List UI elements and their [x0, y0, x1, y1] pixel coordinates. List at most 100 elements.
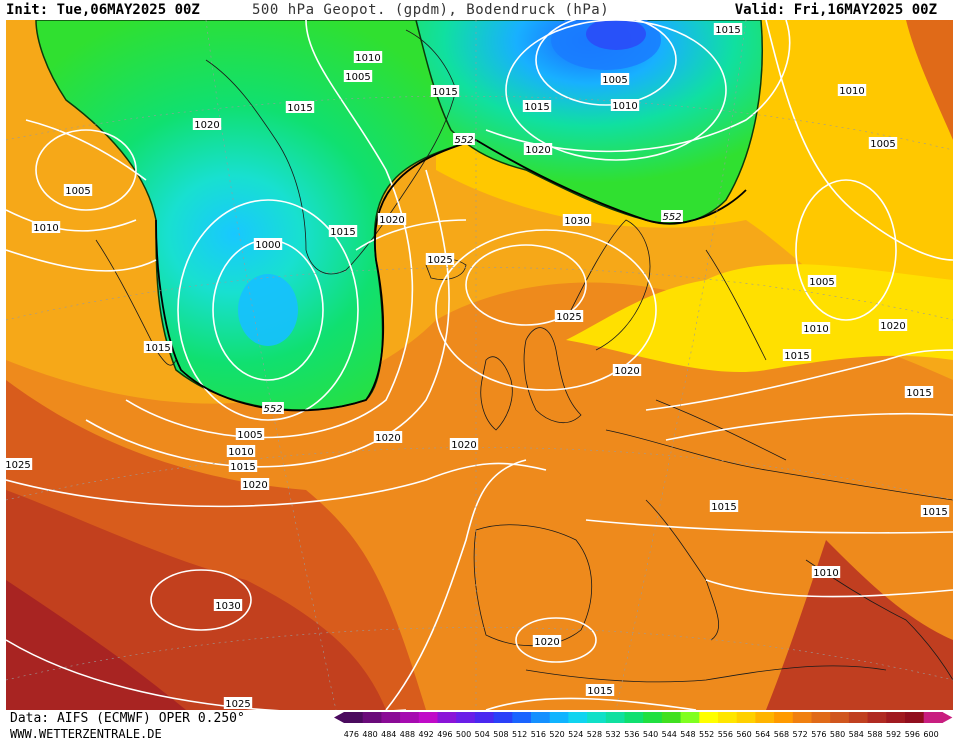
colorbar-tick-label: 548 [680, 730, 695, 739]
low-core-north-inner [586, 20, 646, 50]
colorbar-segment [848, 712, 868, 723]
contour-label-box [782, 349, 812, 361]
contour-label-box [377, 213, 407, 225]
contour-label: 1010 [610, 99, 640, 112]
contour-label-box [373, 431, 403, 443]
colorbar-tick-label: 516 [531, 730, 546, 739]
contour-label-text: 1005 [602, 75, 627, 86]
contour-label: 552 [661, 210, 683, 223]
colorbar-tick-label: 508 [493, 730, 508, 739]
contour-label: 1015 [713, 23, 743, 36]
contour-label-box [453, 133, 475, 145]
contour-label-box [240, 478, 270, 490]
latlon-grid [6, 20, 953, 710]
contour-label: 1025 [425, 253, 455, 266]
contour-label-text: 1020 [525, 145, 550, 156]
contour-label-text: 1015 [287, 103, 312, 114]
colorbar-tick-label: 564 [755, 730, 770, 739]
colorbar-segment [512, 712, 532, 723]
colorbar-arrow-right [942, 712, 953, 723]
contour-label: 1010 [353, 51, 383, 64]
field-dark-red [6, 580, 186, 710]
contour-label: 1010 [801, 322, 831, 335]
contour-label: 1025 [6, 458, 33, 471]
colorbar-segment [830, 712, 850, 723]
contour-label-text: 1025 [6, 460, 31, 471]
contour-label-box [807, 275, 837, 287]
contour-label-box [343, 70, 373, 82]
color-scale: 476 480 484 488 492 496 500 504 508 512 516 520 524 5… [334, 712, 953, 739]
low-core-west [238, 274, 298, 346]
header-bar: Init: Tue,06MAY2025 00Z 500 hPa Geopot. … [0, 0, 959, 20]
map-canvas: 1010 1005 1015 1020 1015 552 1015 1020 1005 1010 1… [6, 20, 953, 710]
field-ne-orange [906, 20, 953, 140]
colorbar-segment [624, 712, 644, 723]
contour-label-text: 1015 [330, 227, 355, 238]
colorbar-tick-label: 532 [606, 730, 621, 739]
contour-label-box [6, 458, 33, 470]
contour-label-box [353, 51, 383, 63]
contour-label: 1005 [63, 184, 93, 197]
contour-label-text: 1010 [612, 101, 637, 112]
contour-label-text: 1005 [809, 277, 834, 288]
contour-label: 1010 [226, 445, 256, 458]
contour-label-text: 1025 [427, 255, 452, 266]
contour-label-box [425, 253, 455, 265]
contour-label-box [228, 460, 258, 472]
colorbar-segment [456, 712, 476, 723]
colorbar-segment [867, 712, 887, 723]
colorbar-tick-label: 500 [456, 730, 471, 739]
colorbar-tick-label: 492 [419, 730, 434, 739]
colorbar-tick-label: 552 [699, 730, 714, 739]
contour-label-box [868, 137, 898, 149]
colorbar-tick-label: 568 [774, 730, 789, 739]
field-red-east [766, 540, 953, 710]
colorbar-tick-label: 556 [718, 730, 733, 739]
contour-label-text: 1010 [813, 568, 838, 579]
contour-label: 1010 [811, 566, 841, 579]
contour-label-text: 1015 [922, 507, 947, 518]
contour-label-text: 1020 [379, 215, 404, 226]
contour-label-text: 1010 [33, 223, 58, 234]
colorbar-segment [886, 712, 906, 723]
contour-label: 552 [262, 402, 284, 415]
contour-label-box [562, 214, 592, 226]
contour-label-box [143, 341, 173, 353]
colorbar-tick-label: 524 [568, 730, 583, 739]
contour-label: 1015 [585, 684, 615, 697]
north-africa-coast [525, 665, 887, 683]
colorbar-segment [811, 712, 831, 723]
labrador-coast [95, 239, 177, 366]
contour-label-box [878, 319, 908, 331]
colorbar-tick-label: 584 [849, 730, 864, 739]
contour-label-text: 1005 [65, 186, 90, 197]
contour-label-box [713, 23, 743, 35]
contour-label-text: 1030 [215, 601, 240, 612]
contour-label-text: 552 [263, 404, 282, 415]
trough-north [415, 20, 763, 225]
contour-label-text: 1015 [906, 388, 931, 399]
contour-label: 1005 [343, 70, 373, 83]
field-yellow [566, 264, 953, 373]
contour-label: 1020 [240, 478, 270, 491]
contour-label-text: 1015 [784, 351, 809, 362]
contour-label-box [920, 505, 950, 517]
contour-label: 1015 [920, 505, 950, 518]
contour-label: 1015 [522, 100, 552, 113]
contour-label-box [522, 100, 552, 112]
contour-label: 1000 [253, 238, 283, 251]
contour-label-box [612, 364, 642, 376]
contour-label-text: 1020 [242, 480, 267, 491]
contour-label-text: 1020 [194, 120, 219, 131]
contour-label: 1015 [228, 460, 258, 473]
contour-label: 1010 [837, 84, 867, 97]
colorbar-tick-label: 488 [400, 730, 415, 739]
contour-label-text: 1020 [880, 321, 905, 332]
isobars [6, 20, 953, 710]
scandinavia-coast [565, 219, 651, 351]
contour-label-text: 1005 [237, 430, 262, 441]
contour-label-text: 1010 [228, 447, 253, 458]
contour-label-box [285, 101, 315, 113]
colorbar-tick-label: 520 [549, 730, 564, 739]
contour-label: 1020 [373, 431, 403, 444]
